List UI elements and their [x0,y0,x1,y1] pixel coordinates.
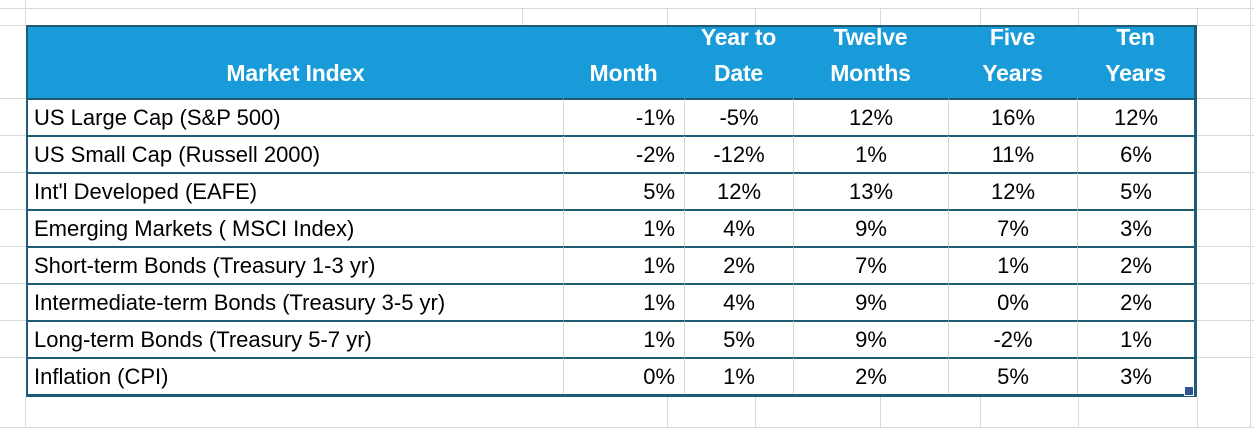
cell-ten-years[interactable]: 2% [1077,283,1194,320]
cell-five-years[interactable]: 1% [948,246,1077,283]
header-five-years[interactable]: Five Years [948,27,1077,98]
cell-ytd[interactable]: 4% [684,283,793,320]
cell-five-years[interactable]: 0% [948,283,1077,320]
header-twelve-months[interactable]: Twelve Months [793,27,948,98]
gridline [0,172,26,173]
cell-month[interactable]: 1% [563,283,684,320]
row-label[interactable]: Short-term Bonds (Treasury 1-3 yr) [28,246,563,283]
cell-ten-years[interactable]: 2% [1077,246,1194,283]
cell-five-years[interactable]: -2% [948,320,1077,357]
header-month[interactable]: Month [563,27,684,98]
cell-twelve-months[interactable]: 9% [793,283,948,320]
cell-month[interactable]: 0% [563,357,684,394]
cell-month[interactable]: 1% [563,320,684,357]
header-year-to-date[interactable]: Year to Date [684,27,793,98]
gridline [0,320,26,321]
gridline [1197,320,1254,321]
row-label[interactable]: Emerging Markets ( MSCI Index) [28,209,563,246]
gridline [1197,8,1198,25]
cell-ytd[interactable]: 4% [684,209,793,246]
cell-ten-years[interactable]: 6% [1077,135,1194,172]
cell-month[interactable]: 1% [563,246,684,283]
cell-ytd[interactable]: 12% [684,172,793,209]
cell-twelve-months[interactable]: 12% [793,98,948,135]
header-market-index[interactable]: Market Index [28,27,563,98]
gridline [0,427,1254,428]
cell-ytd[interactable]: 2% [684,246,793,283]
gridline [25,397,26,427]
cell-ten-years[interactable]: 12% [1077,98,1194,135]
gridline [0,25,26,26]
cell-five-years[interactable]: 12% [948,172,1077,209]
gridline [880,397,881,427]
gridline [1250,0,1251,427]
cell-month[interactable]: 5% [563,172,684,209]
gridline [1197,357,1254,358]
cell-five-years[interactable]: 16% [948,98,1077,135]
cell-ytd[interactable]: -12% [684,135,793,172]
gridline [980,397,981,427]
cell-twelve-months[interactable]: 2% [793,357,948,394]
gridline [755,397,756,427]
cell-twelve-months[interactable]: 9% [793,320,948,357]
gridline [667,8,668,25]
cell-five-years[interactable]: 5% [948,357,1077,394]
gridline [0,98,26,99]
cell-twelve-months[interactable]: 7% [793,246,948,283]
cell-five-years[interactable]: 11% [948,135,1077,172]
cell-ten-years[interactable]: 5% [1077,172,1194,209]
gridline [1197,98,1254,99]
gridline [667,397,668,427]
gridline [1197,246,1254,247]
gridline [880,8,881,25]
header-ten-years[interactable]: Ten Years [1077,27,1194,98]
gridline [0,283,26,284]
gridline [1078,8,1079,25]
gridline [980,8,981,25]
gridline [1197,209,1254,210]
gridline [522,8,523,25]
row-label[interactable]: US Large Cap (S&P 500) [28,98,563,135]
gridline [0,246,26,247]
cell-ytd[interactable]: 1% [684,357,793,394]
cell-ytd[interactable]: -5% [684,98,793,135]
cell-month[interactable]: 1% [563,209,684,246]
gridline [25,0,26,25]
gridline [1078,397,1079,427]
cell-ytd[interactable]: 5% [684,320,793,357]
gridline [0,357,26,358]
row-label[interactable]: Long-term Bonds (Treasury 5-7 yr) [28,320,563,357]
gridline [1197,25,1254,26]
gridline [1197,397,1198,427]
gridline [1197,172,1254,173]
cell-twelve-months[interactable]: 13% [793,172,948,209]
cell-ten-years[interactable]: 1% [1077,320,1194,357]
cell-month[interactable]: -1% [563,98,684,135]
cell-ten-years[interactable]: 3% [1077,357,1194,394]
gridline [1197,283,1254,284]
selection-fill-handle[interactable] [1184,386,1194,396]
cell-month[interactable]: -2% [563,135,684,172]
cell-twelve-months[interactable]: 9% [793,209,948,246]
row-label[interactable]: Intermediate-term Bonds (Treasury 3-5 yr… [28,283,563,320]
gridline [0,209,26,210]
cell-twelve-months[interactable]: 1% [793,135,948,172]
row-label[interactable]: Int'l Developed (EAFE) [28,172,563,209]
gridline [755,8,756,25]
row-label[interactable]: Inflation (CPI) [28,357,563,394]
gridline [1197,135,1254,136]
row-label[interactable]: US Small Cap (Russell 2000) [28,135,563,172]
market-index-table: Market Index Month Year to Date Twelve M… [26,25,1197,397]
gridline [0,135,26,136]
gridline [0,8,1254,9]
cell-five-years[interactable]: 7% [948,209,1077,246]
cell-ten-years[interactable]: 3% [1077,209,1194,246]
